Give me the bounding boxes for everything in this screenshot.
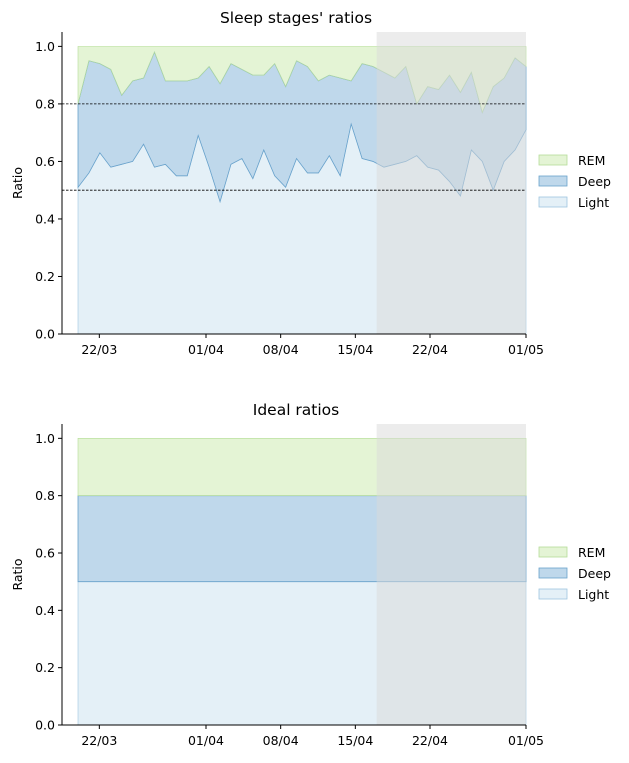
- x-tick-label: 22/04: [412, 733, 448, 748]
- y-tick-label: 0.0: [35, 327, 55, 342]
- x-tick-label: 08/04: [263, 733, 299, 748]
- legend-swatch: [538, 196, 568, 208]
- x-tick-label: 15/04: [337, 733, 373, 748]
- y-tick-label: 0.6: [35, 546, 55, 561]
- legend-label: Deep: [578, 566, 611, 581]
- y-tick-label: 0.4: [35, 211, 55, 226]
- x-tick-label: 22/04: [412, 342, 448, 357]
- chart-panel-1: 0.0 0.2 0.4 0.6 0.8 1.0 22/03 01/04 08/04 15/04 22…: [10, 9, 611, 357]
- legend-label: Deep: [578, 174, 611, 189]
- shaded-span: [376, 32, 526, 334]
- x-tick-label: 08/04: [263, 342, 299, 357]
- y-tick-label: 1.0: [35, 39, 55, 54]
- legend-swatch: [538, 567, 568, 579]
- y-tick-label: 0.8: [35, 96, 55, 111]
- legend-swatch: [538, 546, 568, 558]
- y-tick-label: 0.0: [35, 718, 55, 733]
- x-tick-label: 22/03: [81, 733, 117, 748]
- shaded-span: [376, 424, 526, 725]
- legend-label: Light: [578, 587, 609, 602]
- y-axis-label: Ratio: [10, 167, 25, 199]
- legend: REM Deep Light: [538, 545, 611, 602]
- chart-title: Sleep stages' ratios: [220, 9, 372, 27]
- legend-label: REM: [578, 545, 605, 560]
- y-tick-label: 1.0: [35, 431, 55, 446]
- x-tick-label: 15/04: [337, 342, 373, 357]
- legend-swatch: [538, 588, 568, 600]
- x-tick-label: 01/05: [508, 342, 544, 357]
- x-tick-label: 22/03: [81, 342, 117, 357]
- legend-swatch: [538, 175, 568, 187]
- y-tick-label: 0.2: [35, 269, 55, 284]
- y-tick-label: 0.6: [35, 154, 55, 169]
- chart-title: Ideal ratios: [253, 401, 340, 419]
- x-tick-label: 01/04: [188, 342, 224, 357]
- y-tick-label: 0.8: [35, 488, 55, 503]
- legend-swatch: [538, 154, 568, 166]
- y-tick-label: 0.2: [35, 660, 55, 675]
- x-tick-label: 01/05: [508, 733, 544, 748]
- y-axis-label: Ratio: [10, 558, 25, 590]
- y-tick-label: 0.4: [35, 603, 55, 618]
- legend-label: REM: [578, 153, 605, 168]
- legend: REM Deep Light: [538, 153, 611, 210]
- x-tick-label: 01/04: [188, 733, 224, 748]
- chart-panel-2: 0.0 0.2 0.4 0.6 0.8 1.0 22/03 01/04 08/04 15/04 22…: [10, 401, 611, 748]
- legend-label: Light: [578, 195, 609, 210]
